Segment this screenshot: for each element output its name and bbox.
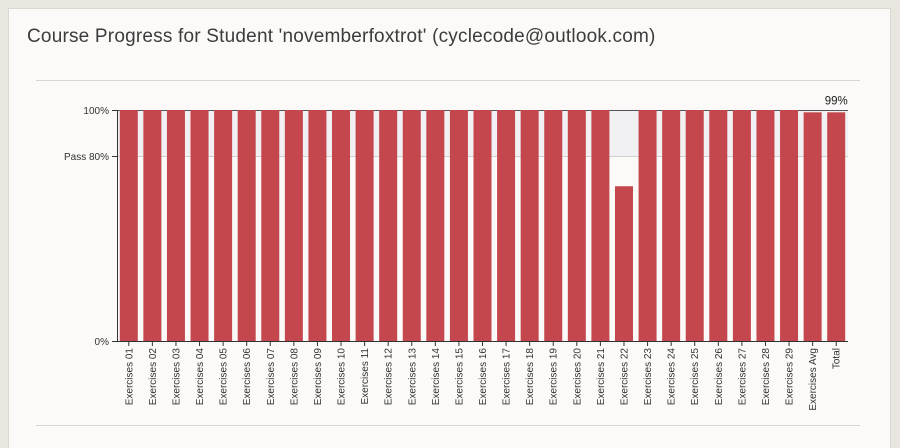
x-tick-label: Exercises 27 bbox=[737, 348, 748, 406]
x-tick-label: Exercises 02 bbox=[148, 348, 159, 406]
x-tick-label: Exercises 15 bbox=[454, 348, 465, 406]
x-tick-label: Exercises 01 bbox=[124, 348, 135, 406]
x-tick-label: Exercises 13 bbox=[407, 348, 418, 406]
title-divider bbox=[36, 80, 860, 81]
bar bbox=[261, 110, 280, 341]
x-tick-label: Exercises 12 bbox=[384, 348, 395, 406]
x-tick-label: Exercises 05 bbox=[219, 348, 230, 406]
bar bbox=[685, 110, 704, 341]
x-tick-label: Total bbox=[832, 348, 843, 369]
x-tick-label: Exercises 10 bbox=[337, 348, 348, 406]
y-tick-label: Pass 80% bbox=[64, 152, 109, 163]
bar bbox=[709, 110, 728, 341]
total-value-label: 99% bbox=[825, 95, 848, 107]
x-tick-label: Exercises Avg bbox=[808, 348, 819, 411]
x-tick-label: Exercises 23 bbox=[643, 348, 654, 406]
x-tick-label: Exercises 14 bbox=[431, 348, 442, 406]
bar bbox=[732, 110, 751, 341]
bar bbox=[332, 110, 351, 341]
x-tick-label: Exercises 29 bbox=[785, 348, 796, 406]
bar bbox=[284, 110, 303, 341]
y-tick-label: 100% bbox=[83, 106, 109, 117]
bar bbox=[567, 110, 586, 341]
bar bbox=[449, 110, 468, 341]
x-tick-label: Exercises 09 bbox=[313, 348, 324, 406]
progress-bar-chart: 100% Pass 80% 0% Exercises 01 Exercises 02 Ex… bbox=[64, 95, 848, 411]
x-tick-label: Exercises 07 bbox=[266, 348, 277, 406]
bar bbox=[638, 110, 657, 341]
bar bbox=[803, 112, 822, 341]
x-tick-label: Exercises 25 bbox=[690, 348, 701, 406]
bar bbox=[662, 110, 681, 341]
x-tick-label: Exercises 24 bbox=[667, 348, 678, 406]
bar bbox=[379, 110, 398, 341]
bar bbox=[119, 110, 138, 341]
x-tick-label: Exercises 28 bbox=[761, 348, 772, 406]
x-tick-label: Exercises 26 bbox=[714, 348, 725, 406]
bar bbox=[473, 110, 492, 341]
y-tick-label: 0% bbox=[95, 337, 110, 348]
x-tick-label: Exercises 03 bbox=[171, 348, 182, 406]
x-tick-label: Exercises 16 bbox=[478, 348, 489, 406]
bar bbox=[402, 110, 421, 341]
x-tick-label: Exercises 18 bbox=[525, 348, 536, 406]
bar bbox=[497, 110, 516, 341]
bar bbox=[237, 110, 256, 341]
x-tick-label: Exercises 22 bbox=[619, 348, 630, 406]
bar bbox=[190, 110, 209, 341]
bar bbox=[166, 110, 185, 341]
x-tick-label: Exercises 06 bbox=[242, 348, 253, 406]
bar bbox=[426, 110, 445, 341]
x-tick-label: Exercises 11 bbox=[360, 348, 371, 405]
x-tick-label: Exercises 17 bbox=[502, 348, 513, 406]
bar bbox=[544, 110, 563, 341]
bar bbox=[614, 186, 633, 341]
page-title: Course Progress for Student 'novemberfox… bbox=[27, 26, 656, 47]
bar bbox=[520, 110, 539, 341]
bar bbox=[780, 110, 799, 341]
x-tick-label: Exercises 04 bbox=[195, 348, 206, 406]
bottom-divider bbox=[36, 425, 860, 426]
bar bbox=[756, 110, 775, 341]
x-tick-label: Exercises 21 bbox=[596, 348, 607, 406]
bar bbox=[355, 110, 374, 341]
bar bbox=[308, 110, 327, 341]
x-tick-label: Exercises 08 bbox=[289, 348, 300, 406]
bar bbox=[214, 110, 233, 341]
bar bbox=[827, 112, 846, 341]
bar bbox=[591, 110, 610, 341]
bar bbox=[143, 110, 162, 341]
x-tick-label: Exercises 20 bbox=[572, 348, 583, 406]
x-tick-label: Exercises 19 bbox=[549, 348, 560, 406]
